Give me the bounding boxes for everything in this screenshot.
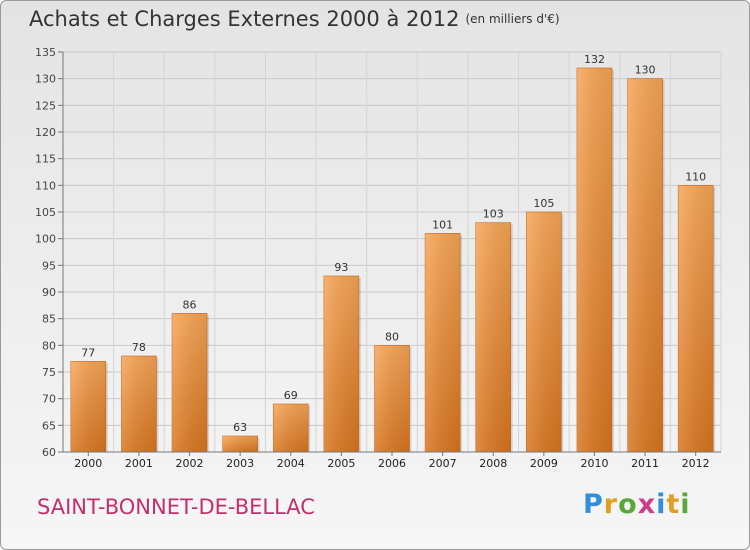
bar-highlight <box>323 276 359 452</box>
logo-letter: t <box>666 489 681 520</box>
bar-highlight <box>70 361 106 452</box>
y-tick-label: 120 <box>35 126 56 139</box>
chart-title-text: Achats et Charges Externes 2000 à 2012 <box>29 7 460 31</box>
y-tick-label: 80 <box>42 339 56 352</box>
bar-highlight <box>273 404 309 452</box>
bar-highlight <box>172 313 208 452</box>
axes: 60 65 70 75 80 85 90 95 100 105 110 115 120 125 130 135… <box>35 46 721 470</box>
x-tick-label: 2008 <box>479 457 507 470</box>
data-label: 69 <box>284 389 298 402</box>
proxiti-logo: Proxiti <box>583 489 691 520</box>
x-tick-label: 2004 <box>277 457 305 470</box>
logo-letter: i <box>680 489 691 520</box>
y-tick-label: 85 <box>42 313 56 326</box>
logo-letter: o <box>618 489 638 520</box>
data-label: 103 <box>483 208 504 221</box>
bar-highlight <box>222 436 258 452</box>
x-tick-label: 2007 <box>429 457 457 470</box>
x-tick-label: 2010 <box>580 457 608 470</box>
y-tick-label: 90 <box>42 286 56 299</box>
y-tick-label: 60 <box>42 446 56 459</box>
x-tick-label: 2000 <box>74 457 102 470</box>
bars: 77 78 86 63 69 93 80 101 103 105 132 130 110 <box>70 53 716 453</box>
y-tick-label: 70 <box>42 393 56 406</box>
data-label: 86 <box>183 298 197 311</box>
logo-letter: i <box>656 489 667 520</box>
y-tick-label: 135 <box>35 46 56 59</box>
bar-highlight <box>475 222 511 452</box>
x-tick-label: 2002 <box>176 457 204 470</box>
y-tick-label: 95 <box>42 259 56 272</box>
data-label: 110 <box>685 170 706 183</box>
y-tick-label: 65 <box>42 419 56 432</box>
chart-unit: (en milliers d'€) <box>465 12 560 26</box>
x-tick-label: 2009 <box>530 457 558 470</box>
y-tick-label: 115 <box>35 153 56 166</box>
bar-highlight <box>627 78 663 453</box>
y-tick-label: 105 <box>35 206 56 219</box>
data-label: 105 <box>533 197 554 210</box>
x-tick-label: 2011 <box>631 457 659 470</box>
y-tick-label: 110 <box>35 179 56 192</box>
logo-letter: r <box>603 489 619 520</box>
data-label: 78 <box>132 341 146 354</box>
bar-highlight <box>526 212 562 452</box>
bar-highlight <box>374 345 410 452</box>
bar-highlight <box>121 356 157 452</box>
logo-letter: x <box>637 489 657 520</box>
x-tick-label: 2001 <box>125 457 153 470</box>
chart-title: Achats et Charges Externes 2000 à 2012 (e… <box>29 7 560 31</box>
data-label: 101 <box>432 218 453 231</box>
data-label: 93 <box>334 261 348 274</box>
x-tick-label: 2006 <box>378 457 406 470</box>
data-label: 77 <box>81 346 95 359</box>
data-label: 130 <box>635 64 656 77</box>
bar-highlight <box>576 68 612 452</box>
data-label: 80 <box>385 330 399 343</box>
logo-letter: P <box>583 489 604 520</box>
data-label: 132 <box>584 53 605 66</box>
x-tick-label: 2012 <box>682 457 710 470</box>
y-tick-label: 75 <box>42 366 56 379</box>
y-tick-label: 125 <box>35 99 56 112</box>
bar-highlight <box>678 185 714 453</box>
x-tick-label: 2003 <box>226 457 254 470</box>
commune-name: SAINT-BONNET-DE-BELLAC <box>37 495 315 519</box>
bar-highlight <box>425 233 461 452</box>
y-tick-label: 130 <box>35 73 56 86</box>
y-tick-label: 100 <box>35 233 56 246</box>
x-tick-label: 2005 <box>327 457 355 470</box>
data-label: 63 <box>233 421 247 434</box>
